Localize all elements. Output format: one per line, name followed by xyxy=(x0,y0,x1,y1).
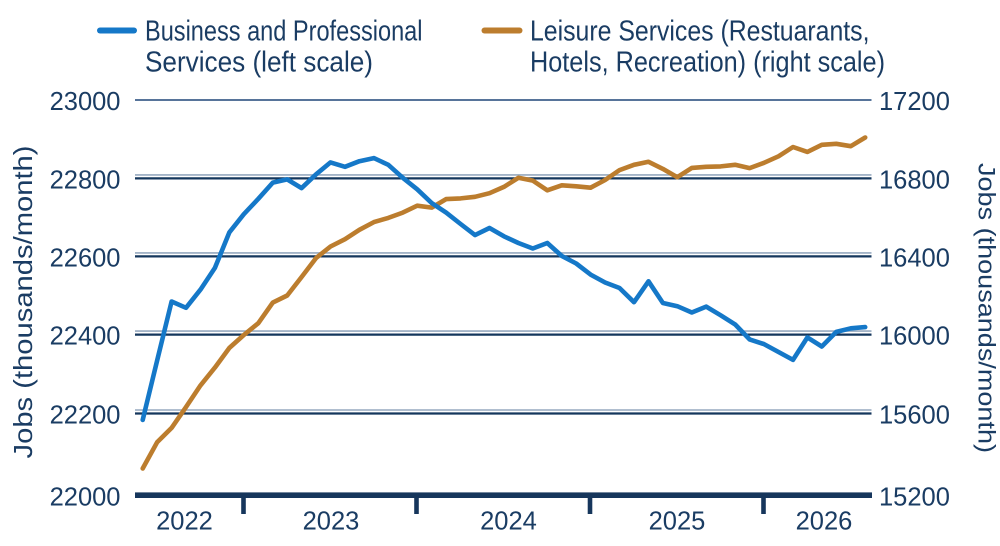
svg-text:15200: 15200 xyxy=(879,484,950,512)
svg-text:2024: 2024 xyxy=(480,508,537,536)
svg-text:16800: 16800 xyxy=(879,166,950,194)
svg-text:23000: 23000 xyxy=(50,88,121,116)
svg-text:2022: 2022 xyxy=(156,508,213,536)
svg-text:22600: 22600 xyxy=(50,244,121,272)
svg-text:22800: 22800 xyxy=(50,166,121,194)
svg-text:22000: 22000 xyxy=(50,484,121,512)
svg-text:22200: 22200 xyxy=(50,402,121,430)
svg-text:2025: 2025 xyxy=(649,508,706,536)
svg-text:17200: 17200 xyxy=(879,88,950,116)
svg-text:Jobs (thousands/month): Jobs (thousands/month) xyxy=(8,146,38,459)
svg-text:Business and Professional: Business and Professional xyxy=(145,16,423,48)
svg-text:Hotels, Recreation) (right sca: Hotels, Recreation) (right scale) xyxy=(530,47,885,79)
svg-text:2023: 2023 xyxy=(303,508,360,536)
svg-text:22400: 22400 xyxy=(50,323,121,351)
svg-text:Services (left scale): Services (left scale) xyxy=(145,47,373,79)
svg-text:16000: 16000 xyxy=(879,323,950,351)
svg-text:Jobs (thousands/month): Jobs (thousands/month) xyxy=(973,163,1000,453)
svg-text:2026: 2026 xyxy=(796,508,853,536)
svg-text:Leisure Services (Restuarants,: Leisure Services (Restuarants, xyxy=(530,16,870,48)
svg-text:15600: 15600 xyxy=(879,402,950,430)
svg-text:16400: 16400 xyxy=(879,244,950,272)
